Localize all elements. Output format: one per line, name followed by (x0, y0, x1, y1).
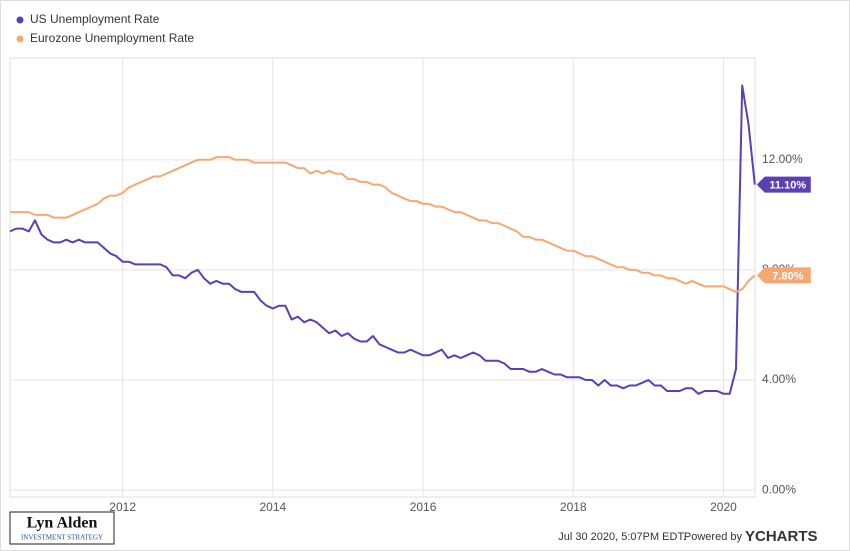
line (9, 84, 756, 395)
legend-marker (16, 16, 24, 24)
legend-marker (16, 35, 24, 43)
powered-by: Powered by (684, 531, 743, 543)
plot-area (9, 57, 756, 498)
legend-label: US Unemployment Rate (30, 12, 160, 26)
end-label: 7.80% (772, 270, 803, 282)
y-tick-label: 4.00% (762, 372, 796, 386)
y-tick-label: 0.00% (762, 482, 796, 496)
x-tick-label: 2012 (109, 500, 136, 514)
logo-box (9, 511, 115, 545)
x-tick-label: 2018 (560, 500, 587, 514)
end-label-badge (756, 267, 811, 284)
x-tick-label: 2016 (410, 500, 437, 514)
legend-label: Eurozone Unemployment Rate (30, 31, 194, 45)
brand-logo: Lyn Alden INVESTMENT STRATEGY (9, 511, 115, 545)
brand: Lyn Alden (27, 515, 98, 532)
timestamp: Jul 30 2020, 5:07PM EDT. (558, 531, 686, 543)
x-tick-label: 2020 (710, 500, 737, 514)
brand-tagline: INVESTMENT STRATEGY (21, 534, 103, 542)
y-tick-label: 12.00% (762, 152, 803, 166)
line (10, 156, 756, 293)
end-label: 11.10% (769, 180, 806, 192)
provider: YCHARTS (745, 528, 818, 545)
end-label-badge (756, 176, 811, 193)
x-tick-label: 2014 (260, 500, 287, 514)
